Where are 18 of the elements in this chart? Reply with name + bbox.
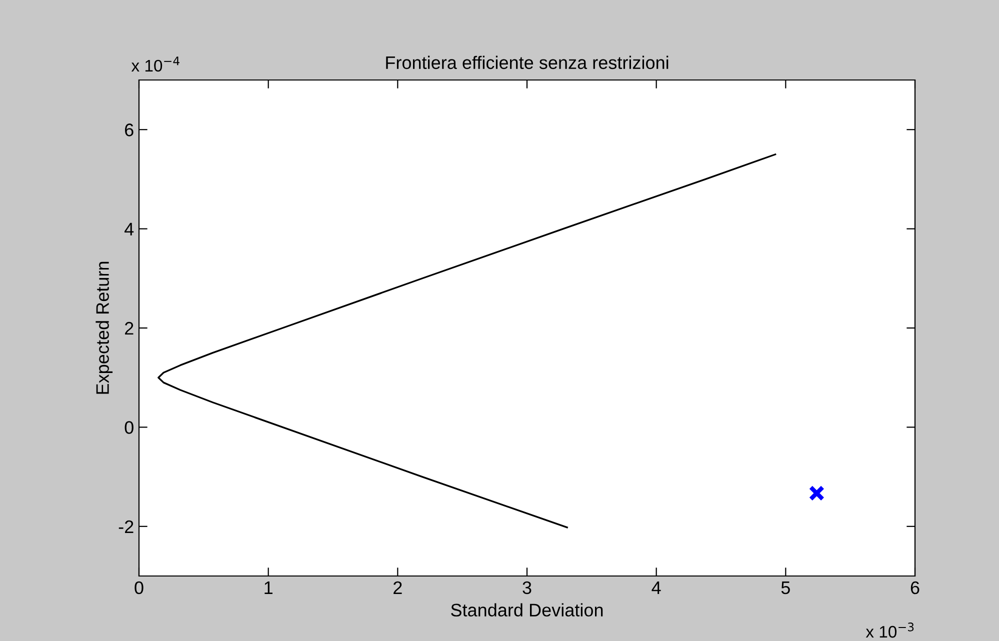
y-tick-label: 4 (124, 222, 134, 236)
x-axis-title: Standard Deviation (451, 603, 603, 617)
x-tick-label: 5 (781, 582, 790, 594)
x-tick-label: 0 (134, 581, 144, 594)
x-tick-label: 4 (652, 582, 661, 594)
chart-title: Frontiera efficiente senza restrizioni (386, 56, 668, 70)
y-tick-label: 2 (125, 322, 134, 335)
y-tick-label: -2 (118, 520, 134, 533)
y-tick-label: 0 (124, 421, 134, 434)
x-tick-label: 1 (264, 582, 272, 594)
x-tick-label: 2 (394, 581, 402, 594)
y-axis-title: Expected Return (96, 262, 113, 394)
line-series (158, 154, 776, 528)
text: x 10$^{−4}$ (131, 56, 180, 72)
x-tick-label: 3 (522, 581, 532, 594)
text: x 10$^{−3}$ (866, 622, 914, 638)
y-tick-label: 6 (125, 124, 134, 136)
x-tick-label: 6 (910, 581, 920, 594)
